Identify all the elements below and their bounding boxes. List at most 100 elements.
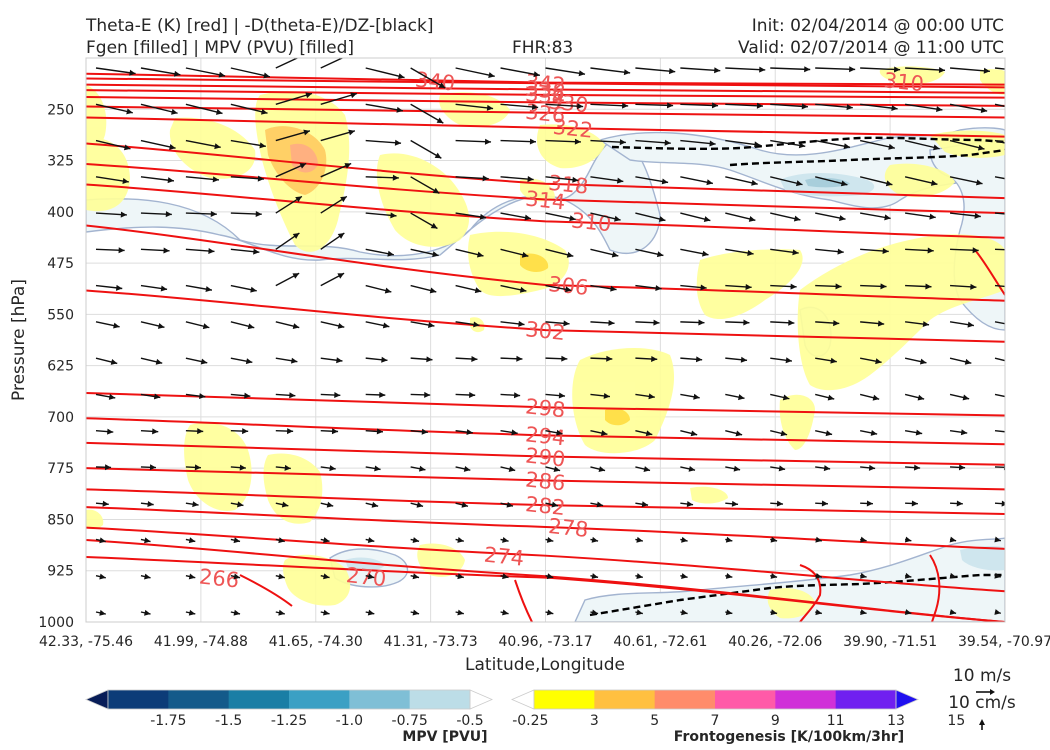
theta-e-label: 298	[524, 394, 566, 422]
wind-arrowhead	[396, 106, 403, 113]
wind-arrowhead	[868, 464, 876, 471]
wind-arrowhead	[237, 501, 244, 508]
wind-arrow	[994, 502, 1005, 505]
wind-arrowhead	[384, 287, 392, 294]
wind-arrowhead	[782, 394, 790, 401]
wind-arrow	[320, 92, 358, 105]
wind-arrowhead	[668, 68, 676, 75]
wind-arrowhead	[725, 609, 733, 616]
wind-arrowhead	[486, 104, 494, 111]
colorbar-segment	[349, 690, 411, 709]
wind-arrowhead	[936, 106, 943, 113]
wind-arrowhead	[305, 92, 312, 99]
wind-arrowhead	[835, 283, 842, 290]
theta-e-line	[86, 488, 1005, 515]
colorbar-tick-label: 11	[827, 713, 845, 729]
wind-arrowhead	[614, 215, 621, 222]
colorbar-tick-label: -1.25	[271, 713, 307, 729]
title-line-1: Theta-E (K) [red] | -D(theta-E)/DZ-[blac…	[85, 16, 434, 36]
wind-arrowhead	[233, 573, 241, 580]
wind-arrowhead	[837, 248, 844, 255]
wind-arrow	[365, 103, 403, 112]
wind-arrowhead	[725, 573, 733, 579]
wind-arrowhead	[733, 465, 741, 472]
y-tick-label: 625	[47, 359, 74, 375]
wind-arrowhead	[735, 430, 743, 437]
wind-arrowhead	[205, 286, 212, 293]
wind-arrowhead	[194, 464, 201, 471]
wind-key: 10 m/s 10 cm/s	[948, 666, 1016, 730]
wind-arrowhead	[778, 465, 786, 472]
wind-arrowhead	[457, 609, 464, 616]
wind-arrowhead	[877, 320, 885, 327]
wind-arrowhead	[574, 138, 581, 145]
wind-arrow	[545, 67, 586, 75]
wind-arrowhead	[488, 72, 495, 79]
wind-arrowhead	[930, 180, 938, 186]
wind-arrowhead	[972, 247, 979, 254]
wind-arrowhead	[994, 536, 1001, 543]
wind-arrowhead	[102, 500, 109, 507]
theta-e-line	[86, 116, 1005, 138]
wind-arrowhead	[371, 501, 379, 508]
wind-arrowhead	[780, 430, 788, 437]
wind-arrowhead	[474, 287, 482, 294]
colorbar-segment	[835, 690, 897, 709]
wind-arrowhead	[292, 273, 300, 279]
colorbar-tick-label: 3	[590, 713, 599, 729]
colorbar-tick-label: -1.75	[150, 713, 186, 729]
wind-arrowhead	[434, 152, 442, 159]
wind-arrowhead	[457, 573, 464, 580]
wind-arrow	[95, 67, 136, 75]
wind-arrowhead	[686, 501, 694, 507]
wind-arrowhead	[374, 465, 381, 472]
x-tick-label: 39.90, -71.51	[843, 634, 937, 650]
wind-arrowhead	[326, 501, 334, 508]
theta-e-label: 310	[883, 68, 925, 96]
theta-e-label: 282	[524, 492, 566, 520]
wind-arrowhead	[438, 82, 446, 88]
wind-arrowhead	[202, 323, 210, 330]
wind-arrowhead	[144, 609, 151, 616]
wind-arrowhead	[815, 572, 822, 579]
wind-arrow	[994, 357, 1005, 362]
wind-arrow	[994, 67, 1005, 70]
colorbar-segment	[409, 690, 471, 709]
wind-arrowhead	[278, 573, 285, 580]
x-tick-label: 40.61, -72.61	[613, 634, 707, 650]
wind-arrowhead	[461, 501, 469, 508]
wind-arrowhead	[336, 357, 343, 364]
wind-arrowhead	[245, 358, 253, 365]
wind-arrowhead	[218, 71, 226, 78]
wind-arrowhead	[513, 392, 521, 399]
theta-e-line	[86, 83, 1005, 94]
wind-arrowhead	[171, 108, 178, 115]
wind-arrowhead	[1025, 108, 1031, 114]
wind-arrow	[140, 103, 178, 114]
wind-arrowhead	[129, 69, 136, 76]
wind-arrowhead	[337, 322, 345, 329]
colorbar-segment	[715, 690, 776, 709]
wind-arrowhead	[636, 573, 643, 580]
wind-arrowhead	[830, 357, 837, 364]
wind-arrowhead	[880, 283, 887, 290]
wind-arrow	[590, 67, 631, 74]
wind-arrowhead	[113, 322, 120, 329]
wind-arrowhead	[888, 143, 895, 150]
wind-arrowhead	[815, 609, 822, 616]
wind-arrowhead	[846, 104, 853, 111]
wind-arrowhead	[1015, 284, 1021, 290]
wind-arrowhead	[681, 609, 688, 616]
colorbar-outline	[533, 689, 897, 710]
wind-arrowhead	[698, 319, 705, 326]
theta-e-line	[86, 467, 1005, 491]
wind-arrowhead	[546, 573, 554, 580]
wind-arrowhead	[516, 355, 523, 362]
wind-key-horizontal: 10 m/s	[953, 666, 1011, 686]
colorbar-tick-label: 7	[711, 713, 720, 729]
wind-arrowhead	[1018, 247, 1024, 253]
wind-arrowhead	[958, 464, 966, 471]
wind-arrowhead	[199, 393, 206, 400]
wind-arrowhead	[925, 283, 932, 290]
wind-arrow	[95, 103, 133, 114]
